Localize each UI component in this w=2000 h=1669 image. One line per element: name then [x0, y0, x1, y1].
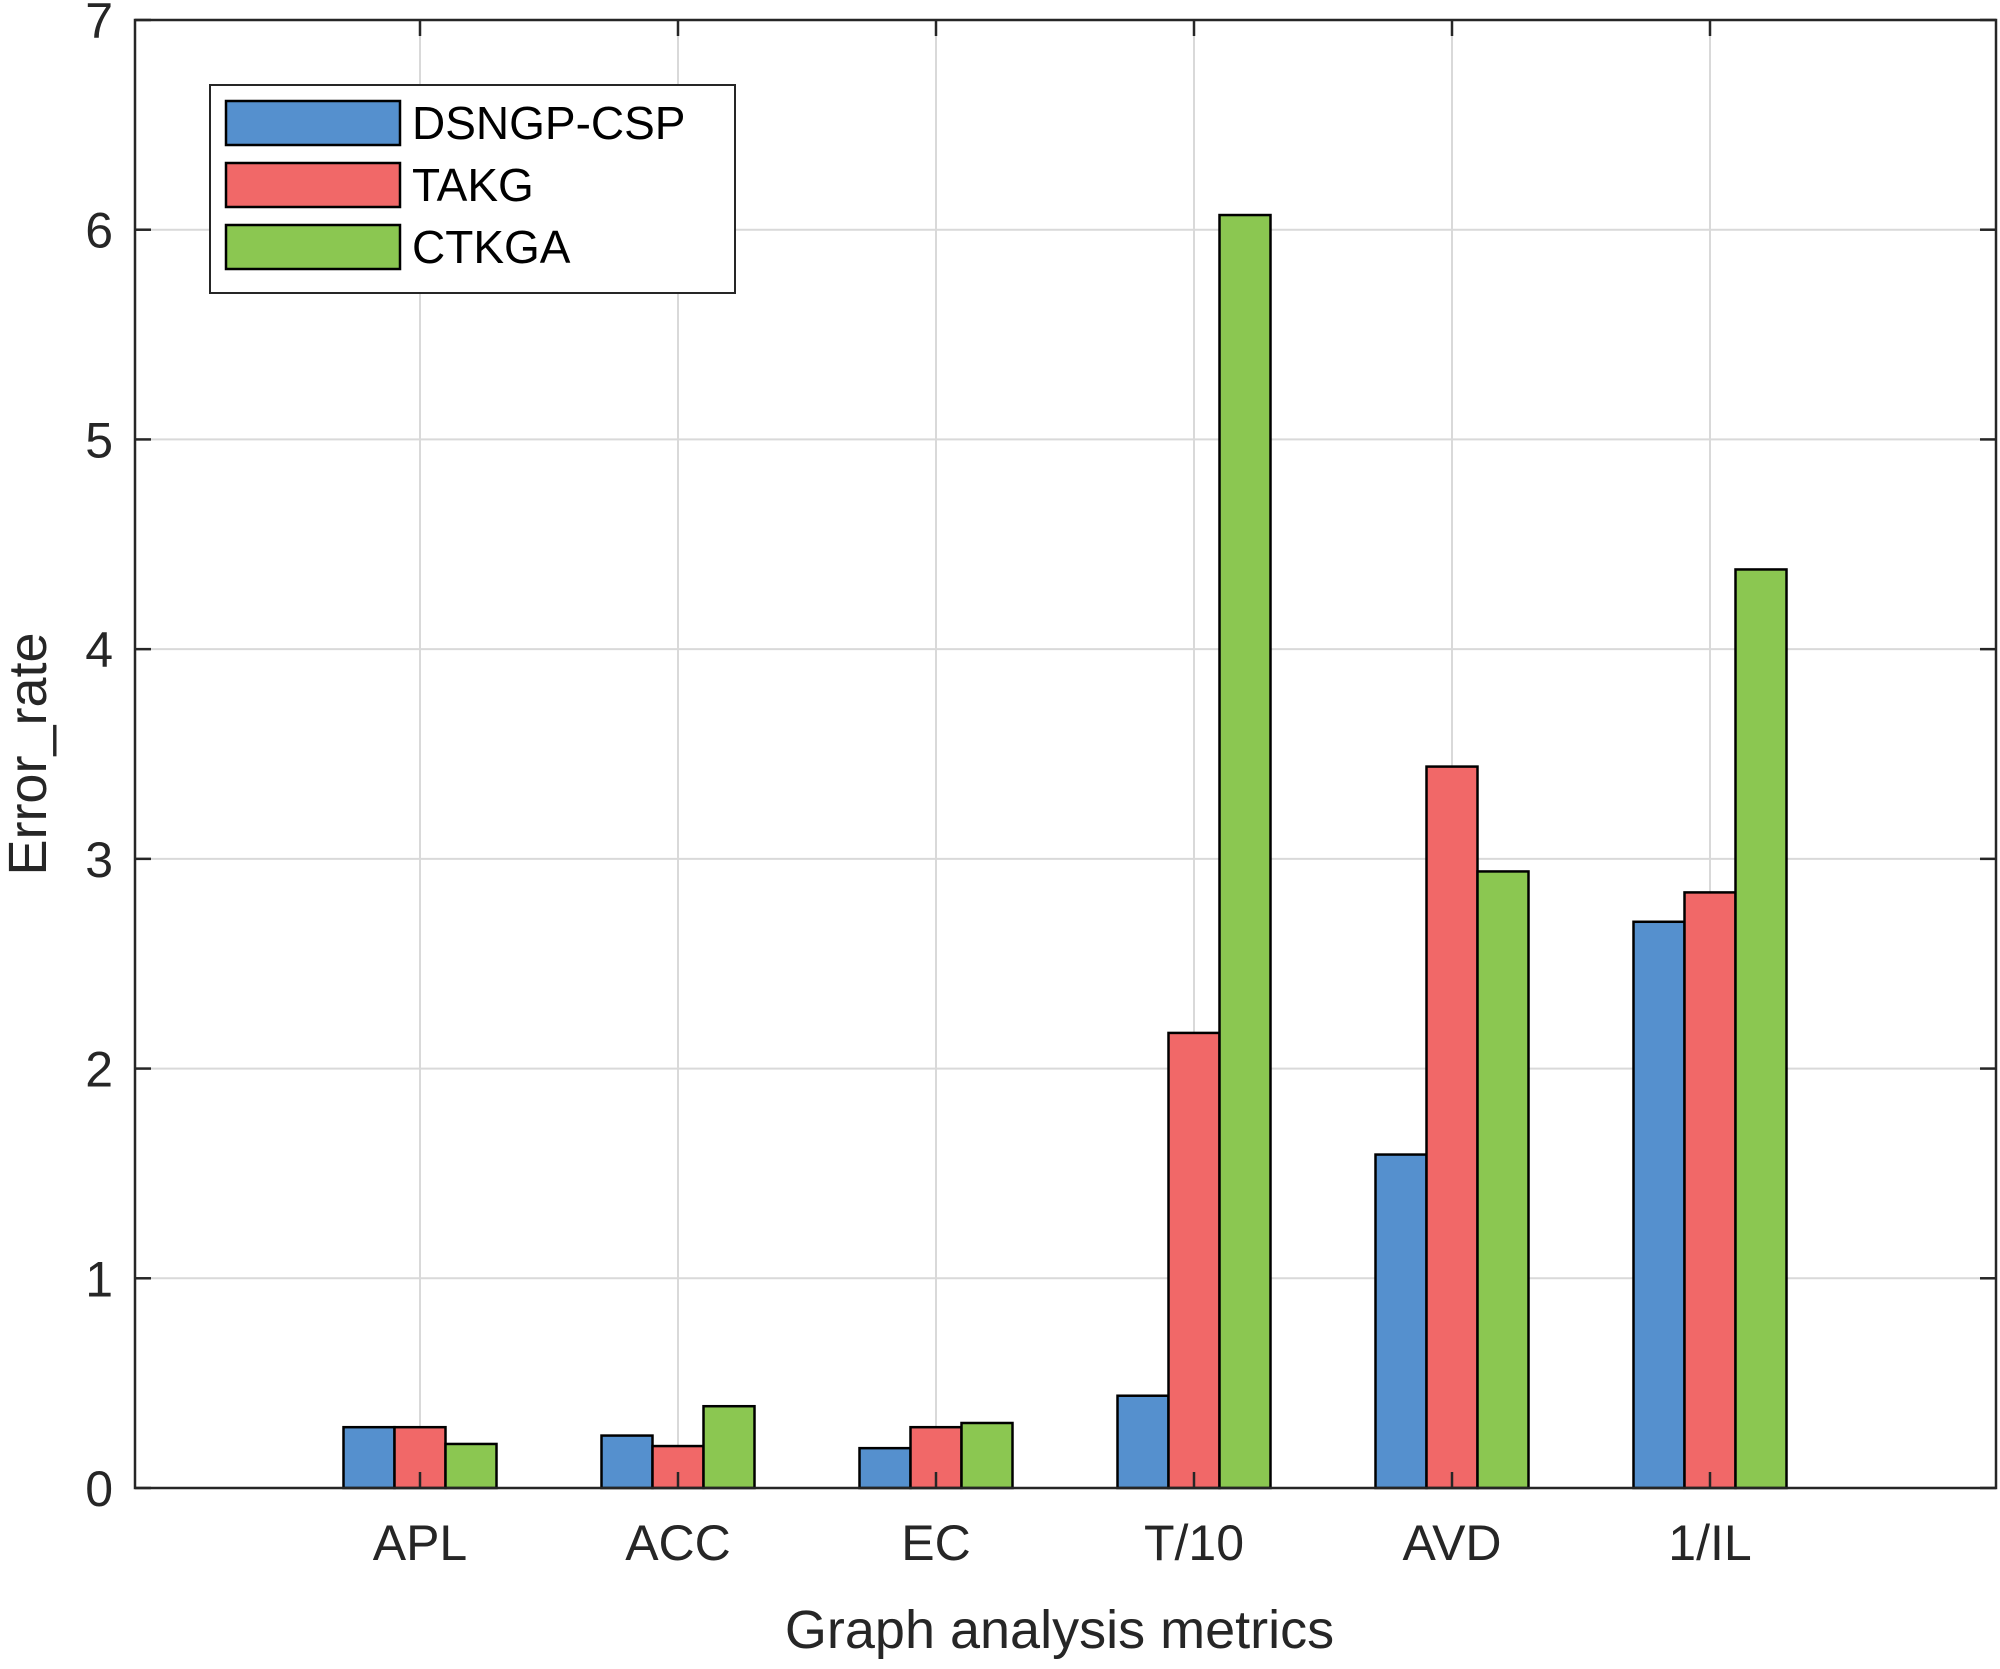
y-axis-title: Error_rate [0, 632, 58, 875]
bar-dsngp-csp-acc [600, 1434, 654, 1490]
legend-swatch [224, 161, 402, 209]
bar-dsngp-csp-avd [1374, 1153, 1428, 1490]
bar-ctkga-1-il [1734, 568, 1788, 1490]
y-tick-label: 4 [85, 622, 113, 678]
bar-ctkga-acc [702, 1404, 756, 1490]
bar-ctkga-avd [1476, 870, 1530, 1490]
x-tick-label: AVD [1402, 1515, 1501, 1571]
bars [342, 213, 1788, 1490]
y-tick-label: 3 [85, 832, 113, 888]
bar-dsngp-csp-ec [858, 1446, 912, 1490]
y-axis-ticks: 0 1 2 3 4 5 6 7 [85, 0, 1996, 1517]
bar-dsngp-csp-1-il [1632, 920, 1686, 1490]
x-axis-title: Graph analysis metrics [785, 1600, 1334, 1660]
plot-area-frame [133, 18, 1998, 1490]
legend-label: DSNGP-CSP [412, 97, 685, 149]
bar-dsngp-csp-t-10 [1116, 1394, 1170, 1490]
x-tick-label: 1/IL [1668, 1515, 1751, 1571]
legend-label: CTKGA [412, 221, 571, 273]
x-tick-label: ACC [625, 1515, 731, 1571]
bar-dsngp-csp-apl [342, 1425, 396, 1490]
bar-takg-avd [1425, 765, 1479, 1490]
legend-swatch [224, 223, 402, 271]
bar-ctkga-apl [444, 1442, 498, 1490]
y-tick-label: 7 [85, 0, 113, 49]
x-tick-label: EC [901, 1515, 970, 1571]
bar-takg-t-10 [1167, 1031, 1221, 1490]
y-tick-label: 0 [85, 1461, 113, 1517]
y-tick-label: 2 [85, 1042, 113, 1098]
y-tick-label: 1 [85, 1251, 113, 1307]
x-axis-ticks: APL ACC EC T/10 AVD 1/IL [373, 20, 1752, 1571]
y-tick-label: 5 [85, 412, 113, 468]
legend: DSNGP-CSP TAKG CTKGA [209, 84, 736, 294]
bar-ctkga-ec [960, 1421, 1014, 1490]
x-tick-label: APL [373, 1515, 468, 1571]
legend-label: TAKG [412, 159, 534, 211]
bar-ctkga-t-10 [1218, 213, 1272, 1490]
x-tick-label: T/10 [1144, 1515, 1244, 1571]
legend-swatch [224, 99, 402, 147]
bar-takg-1-il [1683, 891, 1737, 1490]
y-tick-label: 6 [85, 203, 113, 259]
